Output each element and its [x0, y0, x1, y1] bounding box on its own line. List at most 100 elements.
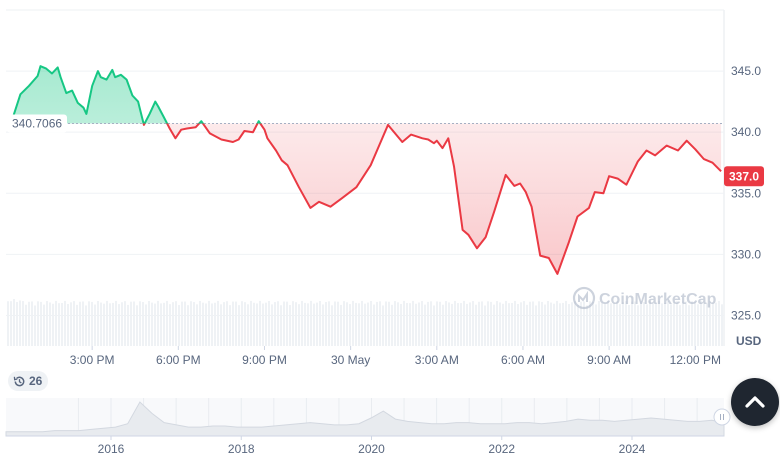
volume-bar [640, 301, 642, 346]
volume-bar [127, 304, 129, 346]
volume-bar [154, 303, 156, 346]
volume-bar [190, 301, 192, 346]
volume-bar [487, 301, 489, 346]
volume-bar [439, 301, 441, 346]
volume-bar [664, 302, 666, 346]
volume-bar [13, 299, 15, 346]
volume-bar [334, 301, 336, 346]
volume-bar [697, 304, 699, 346]
x-tick-label: 30 May [331, 353, 370, 367]
volume-bar [124, 301, 126, 346]
volume-bar [667, 300, 669, 346]
volume-bar [46, 301, 48, 346]
volume-bar [184, 301, 186, 346]
events-count: 26 [29, 374, 43, 388]
volume-bar [538, 301, 540, 346]
volume-bar [178, 305, 180, 346]
price-area-up [11, 66, 722, 124]
volume-bar [49, 302, 51, 346]
volume-bar [322, 304, 324, 346]
volume-bar [118, 304, 120, 346]
volume-bar [298, 304, 300, 346]
volume-bar [643, 302, 645, 346]
volume-bar [553, 303, 555, 346]
coinmarketcap-logo-icon [572, 286, 596, 310]
volume-bar [169, 304, 171, 346]
volume-bar [529, 301, 531, 346]
volume-bar [484, 305, 486, 346]
volume-bar [91, 301, 93, 346]
drag-handle-icon[interactable] [713, 408, 731, 426]
volume-bar [28, 301, 30, 346]
volume-bar [493, 304, 495, 346]
volume-bar [457, 303, 459, 346]
volume-bar [430, 301, 432, 346]
volume-bar [265, 302, 267, 346]
volume-bar [16, 302, 18, 346]
volume-bar [598, 300, 600, 346]
volume-bar [286, 301, 288, 346]
volume-bar [208, 300, 210, 346]
volume-bar [391, 304, 393, 346]
volume-bar [274, 302, 276, 346]
volume-bar [304, 302, 306, 346]
volume-bar [376, 301, 378, 346]
volume-bar [607, 300, 609, 346]
volume-bar [610, 303, 612, 346]
volume-bar [187, 305, 189, 346]
volume-bar [292, 301, 294, 346]
volume-bar [565, 300, 567, 346]
volume-bar [472, 301, 474, 346]
volume-bar [214, 302, 216, 346]
range-navigator[interactable]: 2016 2018 2020 2022 2024 [5, 398, 731, 456]
volume-bar [385, 301, 387, 346]
volume-bar [244, 302, 246, 346]
volume-bar [109, 303, 111, 346]
volume-bar [151, 302, 153, 346]
volume-bar [259, 300, 261, 346]
volume-bar [649, 300, 651, 346]
volume-bar [325, 301, 327, 346]
price-area-down [143, 123, 722, 274]
volume-bar [541, 301, 543, 346]
volume-bar [691, 301, 693, 346]
scroll-to-top-button[interactable] [731, 378, 779, 426]
x-tick-label: 9:00 PM [242, 353, 287, 367]
volume-bar [466, 303, 468, 346]
volume-bar [604, 303, 606, 346]
volume-bar [328, 301, 330, 346]
volume-bar [277, 301, 279, 346]
volume-bar [367, 302, 369, 346]
volume-bar [427, 301, 429, 346]
volume-bar [235, 301, 237, 346]
volume-bar [271, 304, 273, 346]
volume-bar [253, 302, 255, 346]
volume-bar [625, 301, 627, 346]
volume-bar [652, 302, 654, 346]
volume-bar [112, 302, 114, 346]
volume-bar [559, 303, 561, 346]
volume-bar [232, 301, 234, 346]
volume-bar [571, 302, 573, 346]
volume-bar [40, 301, 42, 346]
volume-bar [313, 303, 315, 346]
volume-bar [349, 304, 351, 346]
volume-bar [64, 300, 66, 346]
volume-bar [220, 304, 222, 346]
volume-bar [130, 301, 132, 346]
volume-bar [223, 302, 225, 346]
volume-bar [25, 304, 27, 346]
volume-bar [193, 302, 195, 346]
volume-bar [622, 302, 624, 346]
events-badge[interactable]: 26 [8, 371, 49, 391]
x-tick-label: 3:00 AM [415, 353, 459, 367]
volume-bar [295, 302, 297, 346]
volume-bar [43, 304, 45, 346]
current-price-badge: 337.0 [724, 166, 764, 187]
navigator-tick-label: 2016 [98, 442, 125, 456]
volume-bar [442, 304, 444, 346]
volume-bar [616, 300, 618, 346]
volume-bar [100, 302, 102, 346]
